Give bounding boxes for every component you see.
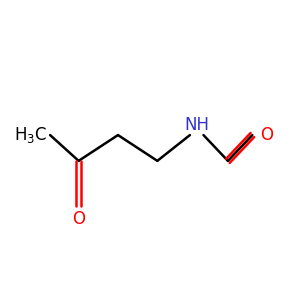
Text: H$_3$C: H$_3$C	[14, 125, 47, 145]
Text: O: O	[260, 126, 273, 144]
Text: NH: NH	[184, 116, 209, 134]
Text: O: O	[72, 210, 85, 228]
